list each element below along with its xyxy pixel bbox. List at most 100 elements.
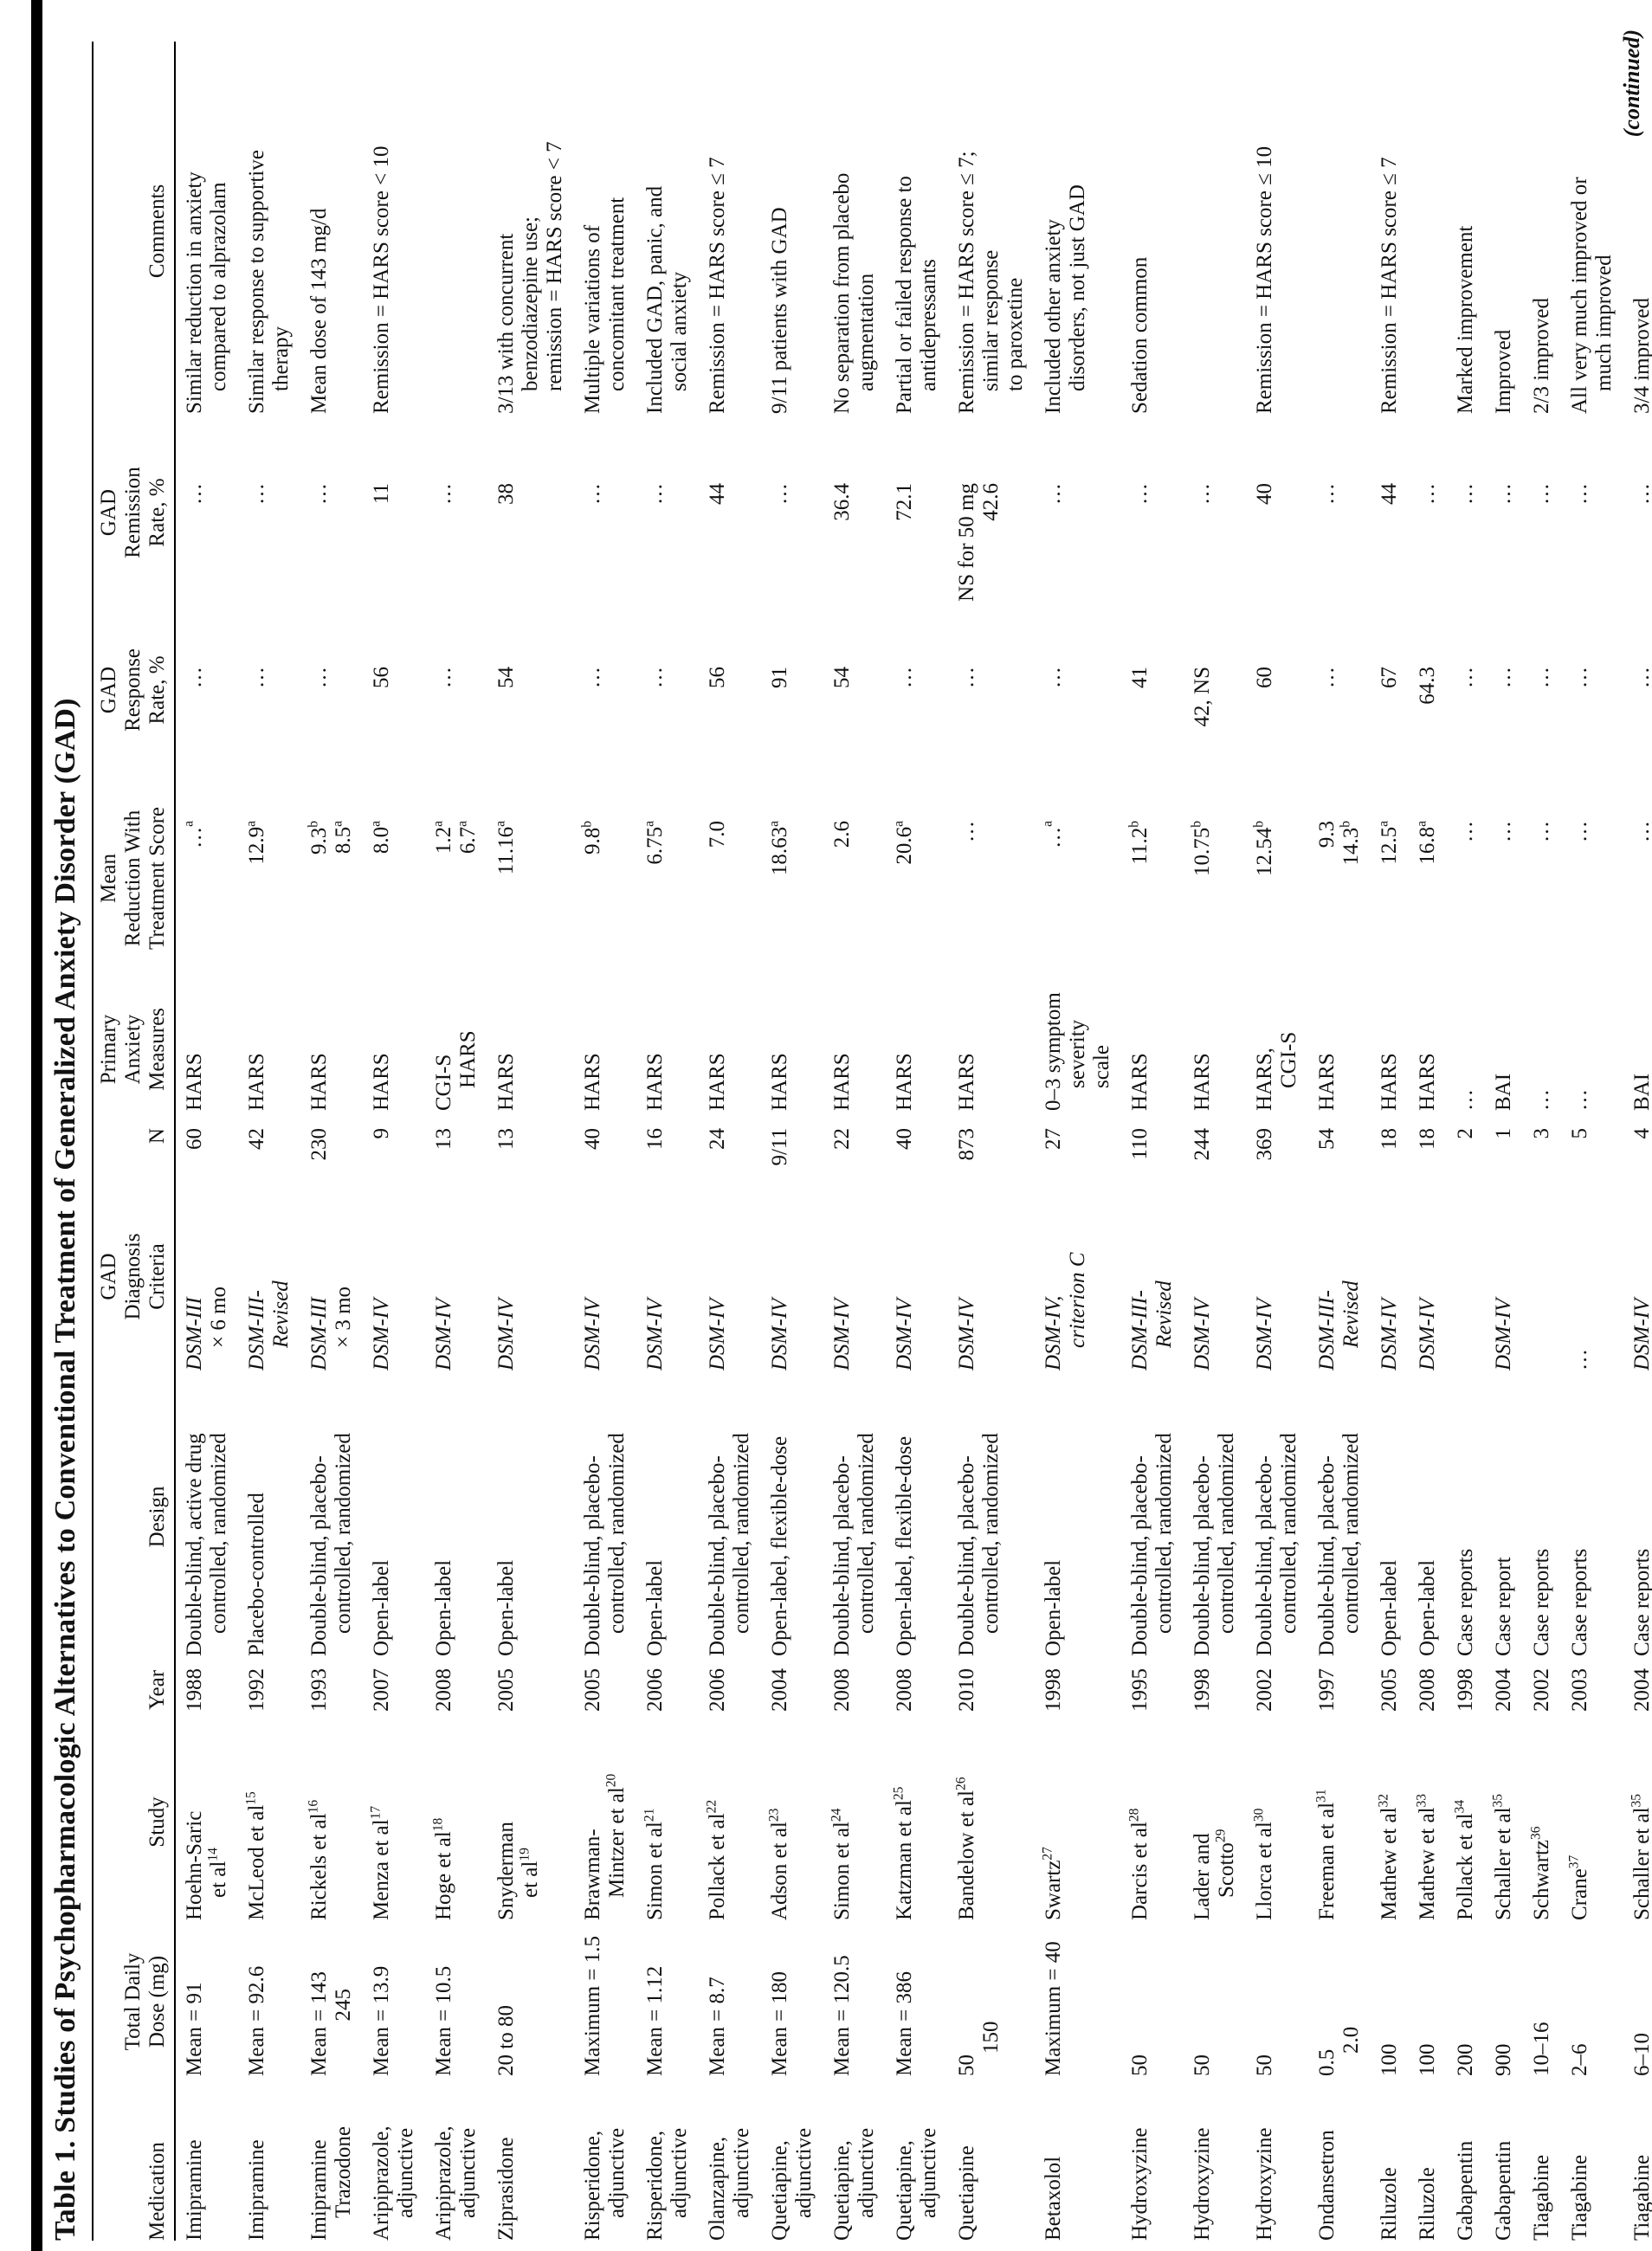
cell-dose: 20 to 80: [494, 2005, 518, 2076]
cell-n: 40: [893, 1128, 916, 1150]
cell-year: 2008: [830, 1668, 854, 1712]
cell-mean-reduction: 11.2b: [1126, 821, 1152, 865]
cell-anxiety-measures: HARS: [245, 1053, 268, 1111]
cell-mean-reduction: …a: [181, 821, 206, 848]
cell-dose: 100: [1378, 2043, 1401, 2077]
cell-n: 244: [1191, 1128, 1214, 1161]
cell-remission-rate: …: [1630, 483, 1652, 505]
cell-comments: All very much improved or much improved: [1568, 177, 1616, 414]
cell-response-rate: 56: [370, 667, 393, 688]
cell-n: 3: [1530, 1128, 1553, 1139]
cell-mean-reduction: 20.6a: [891, 821, 916, 865]
table-row: Quetiapine, adjunctive Mean = 180 Adson et …: [761, 42, 823, 2241]
cell-diagnosis-criteria: DSM-IV: [581, 1298, 604, 1371]
cell-mean-reduction: 9.3b 8.5a: [306, 821, 355, 855]
cell-mean-reduction: …: [1492, 821, 1515, 842]
cell-n: 27: [1042, 1128, 1065, 1150]
cell-design: Double-blind, placebo-controlled, random…: [830, 1433, 878, 1656]
cell-year: 1992: [245, 1668, 268, 1712]
cell-design: Open-label: [643, 1559, 667, 1656]
cell-medication: Ziprasidone: [494, 2137, 518, 2241]
cell-n: 369: [1253, 1128, 1276, 1161]
cell-design: Case reports: [1530, 1548, 1553, 1656]
table-row: Imipramine Mean = 91 Hoehn-Saric et al14 198…: [175, 42, 238, 2241]
col-header-design: Design: [93, 1371, 175, 1656]
cell-design: Open-label: [432, 1559, 455, 1656]
cell-response-rate: …: [183, 667, 206, 688]
cell-study: Katzman et al25: [891, 1786, 916, 1920]
cell-comments: Mean dose of 143 mg/d: [307, 208, 331, 414]
cell-response-rate: 91: [768, 667, 791, 688]
cell-response-rate: 41: [1128, 667, 1152, 688]
cell-diagnosis-criteria: DSM-IV: [830, 1298, 854, 1371]
col-header-remission-rate: GAD Remission Rate, %: [93, 414, 175, 604]
cell-response-rate: 54: [830, 667, 854, 688]
cell-anxiety-measures: HARS: [581, 1053, 604, 1111]
cell-mean-reduction: 12.5a: [1376, 821, 1401, 865]
cell-medication: Hydroxyzine: [1253, 2127, 1276, 2241]
cell-remission-rate: …: [1191, 483, 1214, 505]
cell-medication: Risperidone, adjunctive: [581, 2127, 629, 2241]
cell-remission-rate: …: [183, 483, 206, 505]
col-header-medication: Medication: [93, 2076, 175, 2241]
cell-mean-reduction: …: [1568, 821, 1591, 842]
cell-year: 1995: [1128, 1668, 1152, 1712]
cell-year: 1998: [1454, 1668, 1477, 1712]
cell-diagnosis-criteria: DSM-IV: [432, 1298, 455, 1371]
header-row: Medication Total Daily Dose (mg) Study Year D…: [93, 42, 175, 2241]
cell-n: 9: [370, 1128, 393, 1139]
table-row: Gabapentin 900 Schaller et al35 2004 Case re…: [1485, 42, 1523, 2241]
cell-response-rate: …: [1630, 667, 1652, 688]
cell-year: 2010: [955, 1668, 978, 1712]
cell-design: Double-blind, placebo-controlled, random…: [1315, 1433, 1363, 1656]
cell-year: 2003: [1568, 1668, 1591, 1712]
cell-anxiety-measures: HARS: [768, 1053, 791, 1111]
cell-mean-reduction: 9.3 14.3b: [1315, 821, 1363, 866]
cell-anxiety-measures: HARS: [893, 1053, 916, 1111]
cell-diagnosis-criteria: DSM-IV: [370, 1298, 393, 1371]
cell-diagnosis-criteria: DSM-IV: [893, 1298, 916, 1371]
cell-n: 40: [581, 1128, 604, 1150]
cell-dose: Mean = 386: [893, 1970, 916, 2076]
cell-response-rate: 60: [1253, 667, 1276, 688]
cell-diagnosis-criteria: DSM-IV: [1630, 1298, 1652, 1371]
cell-dose: 900: [1492, 2043, 1515, 2077]
cell-medication: Tiagabine: [1530, 2154, 1553, 2241]
cell-response-rate: …: [1568, 667, 1591, 688]
cell-anxiety-measures: HARS, CGI-S: [1253, 1031, 1300, 1111]
cell-design: Double-blind, placebo-controlled, random…: [706, 1433, 753, 1656]
studies-table: Medication Total Daily Dose (mg) Study Year D…: [92, 42, 1652, 2241]
table-row: Risperidone, adjunctive Maximum = 1.5 Brawm…: [574, 42, 636, 2241]
cell-dose: Mean = 120.5: [830, 1955, 854, 2076]
cell-response-rate: …: [643, 667, 667, 688]
cell-medication: Gabapentin: [1454, 2140, 1477, 2241]
cell-design: Open-label: [1416, 1559, 1439, 1656]
table-row: Hydroxyzine 50 Lader and Scotto29 1998 Double…: [1184, 42, 1246, 2241]
cell-response-rate: …: [581, 667, 604, 688]
cell-remission-rate: 11: [370, 483, 393, 505]
cell-dose: Mean = 180: [768, 1970, 791, 2076]
table-row: Tiagabine 6–10 Schaller et al35 2004 Case re…: [1623, 42, 1652, 2241]
cell-medication: Quetiapine, adjunctive: [768, 2127, 816, 2241]
cell-comments: Multiple variations of concomitant treatm…: [581, 197, 629, 414]
cell-dose: Mean = 13.9: [370, 1965, 393, 2076]
cell-diagnosis-criteria: DSM-IV: [1378, 1298, 1401, 1371]
cell-comments: 9/11 patients with GAD: [768, 207, 791, 414]
cell-comments: Improved: [1492, 329, 1515, 414]
cell-dose: 10–16: [1530, 2022, 1553, 2077]
table-row: Hydroxyzine 50 Llorca et al30 2002 Double-bl…: [1246, 42, 1308, 2241]
cell-dose: 50: [1253, 2054, 1276, 2076]
cell-medication: Hydroxyzine: [1191, 2127, 1214, 2241]
cell-year: 2008: [893, 1668, 916, 1712]
cell-diagnosis-criteria: DSM-III- Revised: [1128, 1280, 1176, 1371]
cell-remission-rate: 36.4: [830, 483, 854, 521]
cell-study: Schwartz36: [1528, 1826, 1553, 1920]
cell-response-rate: …: [432, 667, 455, 688]
cell-remission-rate: …: [1128, 483, 1152, 505]
cell-response-rate: …: [307, 667, 331, 688]
cell-n: 9/11: [768, 1128, 791, 1166]
cell-diagnosis-criteria: DSM-III × 3 mo: [307, 1286, 355, 1371]
cell-remission-rate: …: [1315, 483, 1339, 505]
cell-study: Simon et al21: [642, 1808, 667, 1920]
cell-design: Case reports: [1630, 1548, 1652, 1656]
